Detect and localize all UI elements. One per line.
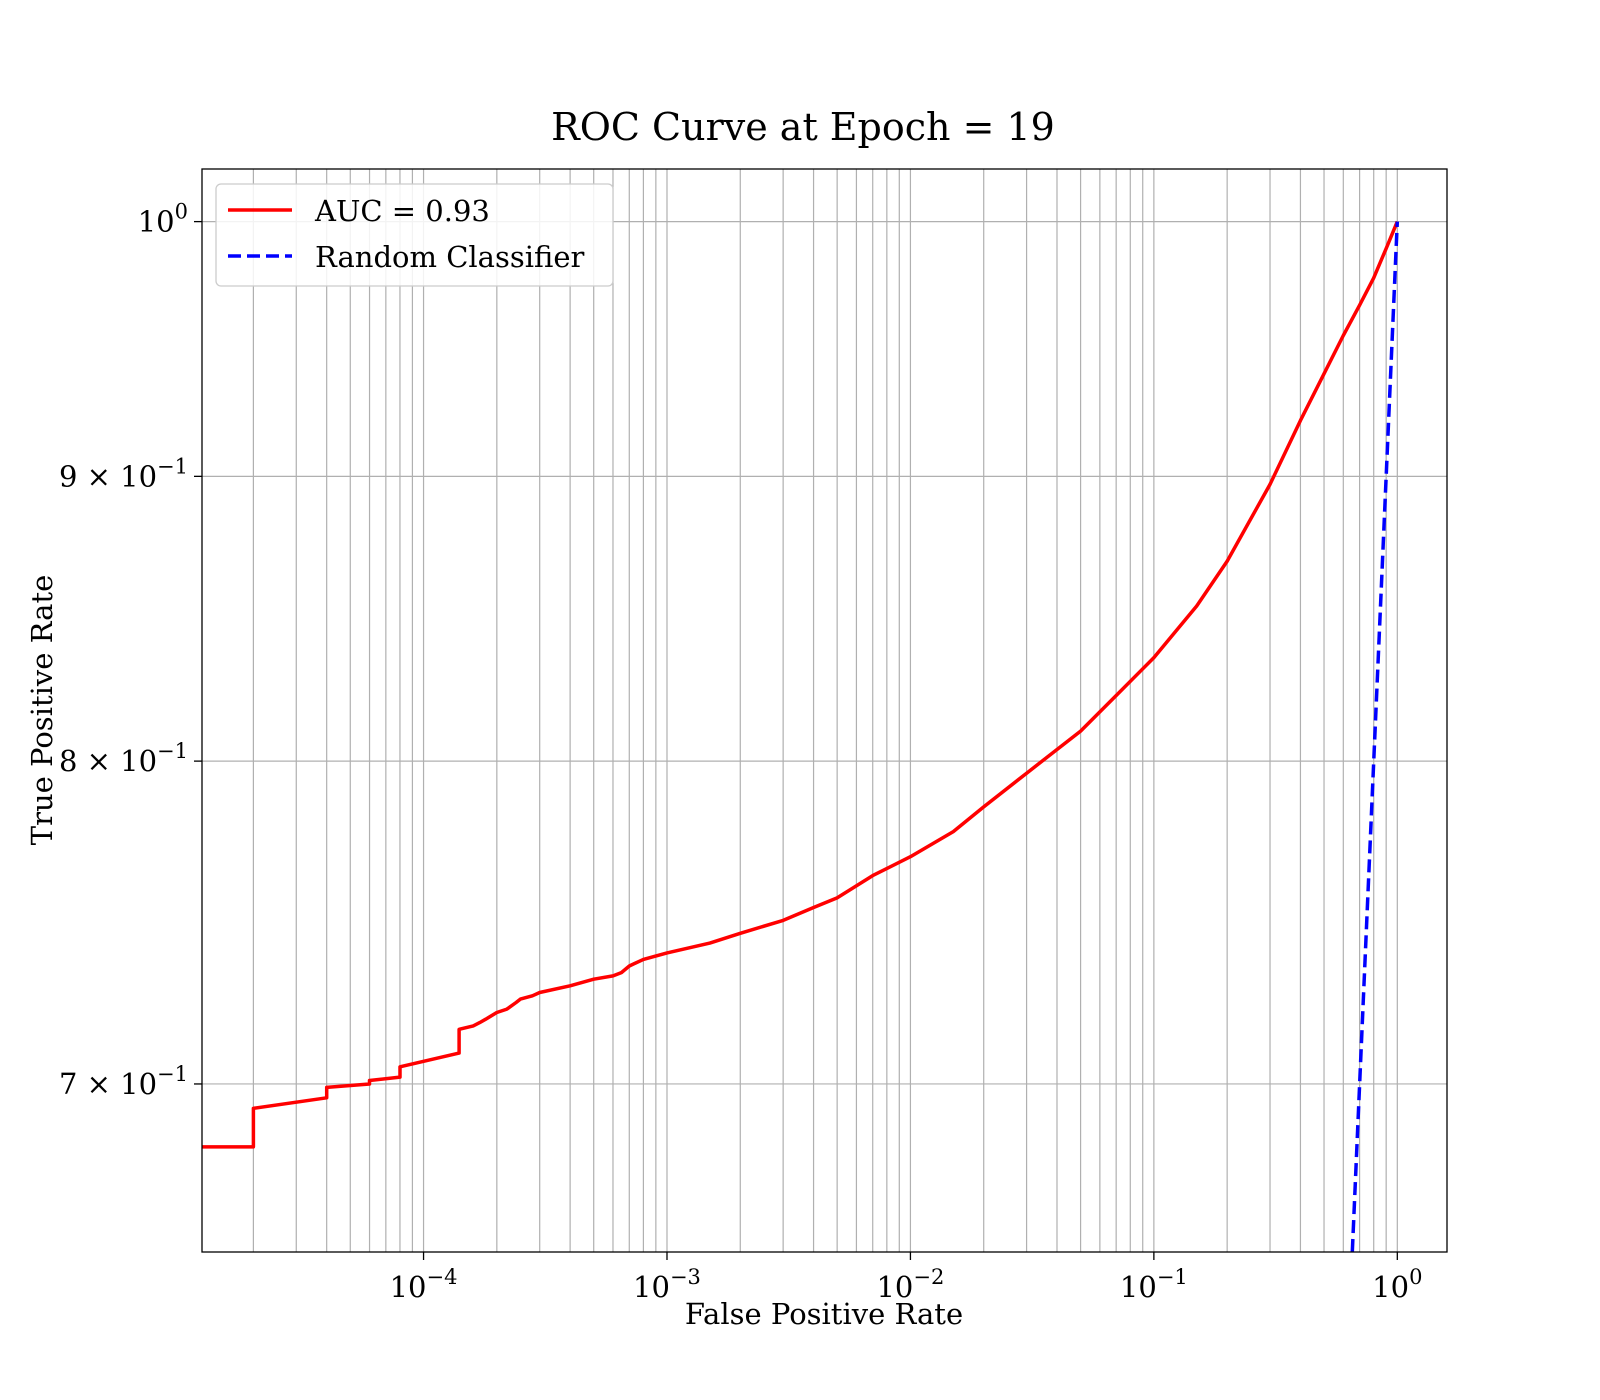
x-tick-label: 10−4 (390, 1265, 458, 1304)
grid (202, 169, 1447, 1252)
chart-title: ROC Curve at Epoch = 19 (551, 105, 1055, 149)
y-axis-label: True Positive Rate (25, 575, 59, 846)
y-tick-label: 7 × 10−1 (59, 1062, 188, 1101)
y-tick-label: 9 × 10−1 (59, 454, 188, 493)
x-tick-label: 10−3 (633, 1265, 701, 1304)
x-tick-label: 10−1 (1120, 1265, 1188, 1304)
x-axis-ticks: 10−4 10−3 10−2 10−1 100 (390, 1252, 1422, 1304)
series-layer (202, 220, 1400, 1253)
y-axis-ticks: 100 9 × 10−1 8 × 10−1 7 × 10−1 (59, 200, 202, 1101)
legend-box (215, 183, 614, 287)
legend-label-random-classifier: Random Classifier (315, 240, 585, 274)
y-tick-label: 8 × 10−1 (59, 739, 188, 778)
x-tick-label: 10−2 (876, 1265, 944, 1304)
series-line-random-classifier (1350, 221, 1400, 1253)
legend: AUC = 0.93 Random Classifier (215, 183, 614, 287)
x-axis-label: False Positive Rate (685, 1297, 963, 1331)
plot-frame (201, 168, 1448, 1253)
y-tick-label: 100 (138, 200, 188, 239)
legend-label-auc: AUC = 0.93 (314, 194, 490, 228)
series-line-auc (202, 220, 1399, 1149)
x-tick-label: 100 (1372, 1265, 1422, 1304)
